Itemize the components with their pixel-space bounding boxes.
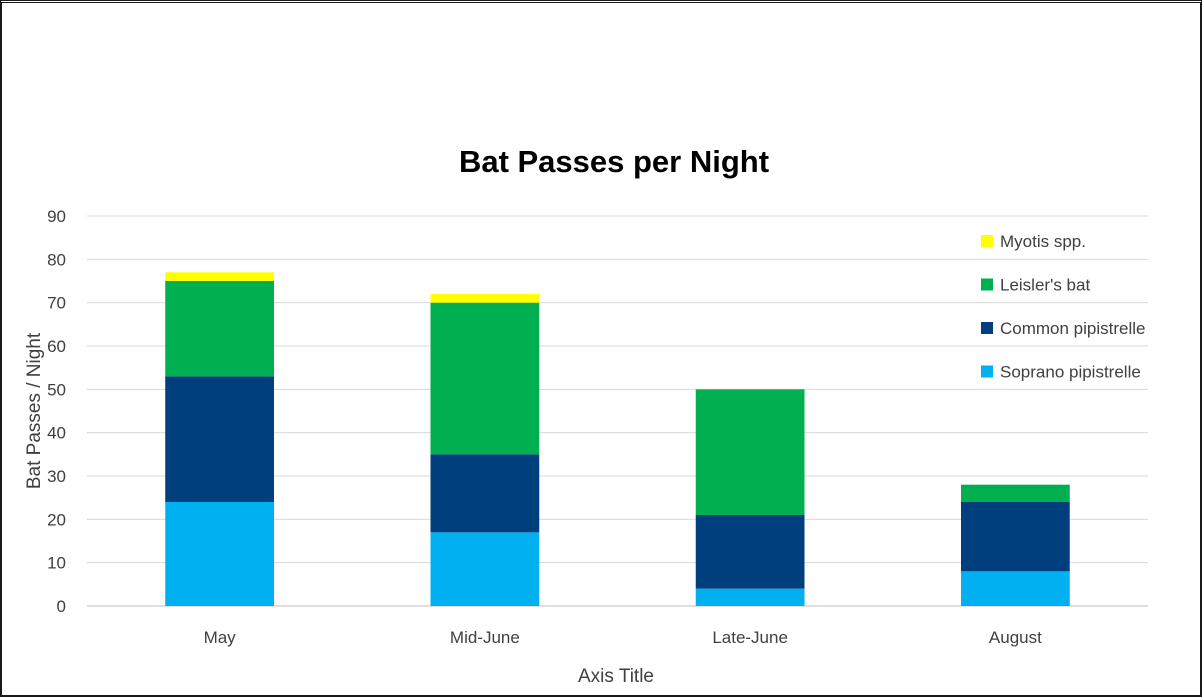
x-axis-title: Axis Title	[578, 666, 654, 687]
bar-myotis-spp--may	[165, 272, 275, 281]
bar-leisler-s-bat-may	[165, 281, 275, 377]
y-tick-label: 30	[47, 467, 66, 486]
legend-swatch	[981, 322, 993, 334]
chart-title: Bat Passes per Night	[459, 144, 769, 179]
bar-common-pipistrelle-august	[960, 502, 1070, 572]
legend: Myotis spp. Leisler's bat Common pipistrel…	[981, 232, 1146, 382]
y-tick-label: 90	[47, 207, 66, 226]
bar-soprano-pipistrelle-mid-june	[430, 532, 540, 606]
bars	[165, 272, 1070, 606]
x-tick-label: August	[989, 628, 1042, 647]
bar-leisler-s-bat-late-june	[695, 389, 805, 515]
x-tick-label: Mid-June	[450, 628, 520, 647]
legend-swatch	[981, 235, 993, 247]
x-axis-ticks: May Mid-June Late-June August	[204, 628, 1043, 647]
bar-common-pipistrelle-late-june	[695, 515, 805, 589]
bar-soprano-pipistrelle-august	[960, 571, 1070, 606]
y-tick-label: 0	[57, 597, 66, 616]
y-tick-label: 40	[47, 424, 66, 443]
y-tick-label: 60	[47, 337, 66, 356]
x-tick-label: Late-June	[712, 628, 788, 647]
y-tick-label: 70	[47, 294, 66, 313]
y-tick-label: 80	[47, 250, 66, 269]
bar-common-pipistrelle-mid-june	[430, 454, 540, 533]
y-axis-title: Bat Passes / Night	[24, 332, 45, 489]
legend-swatch	[981, 278, 993, 291]
bar-leisler-s-bat-mid-june	[430, 302, 540, 455]
bar-myotis-spp--mid-june	[430, 294, 540, 303]
bar-soprano-pipistrelle-may	[165, 502, 275, 606]
legend-swatch	[981, 365, 993, 378]
x-tick-label: May	[204, 628, 237, 647]
legend-label: Leisler's bat	[1000, 276, 1090, 295]
legend-label: Soprano pipistrelle	[1000, 363, 1141, 382]
y-axis-ticks: 0 10 20 30 40 50 60 70 80 90	[47, 207, 66, 616]
y-tick-label: 50	[47, 380, 66, 399]
y-tick-label: 10	[47, 554, 66, 573]
legend-label: Myotis spp.	[1000, 232, 1086, 251]
bar-soprano-pipistrelle-late-june	[695, 588, 805, 606]
bar-leisler-s-bat-august	[960, 484, 1070, 502]
legend-label: Common pipistrelle	[1000, 319, 1146, 338]
y-tick-label: 20	[47, 510, 66, 529]
bar-common-pipistrelle-may	[165, 376, 275, 502]
